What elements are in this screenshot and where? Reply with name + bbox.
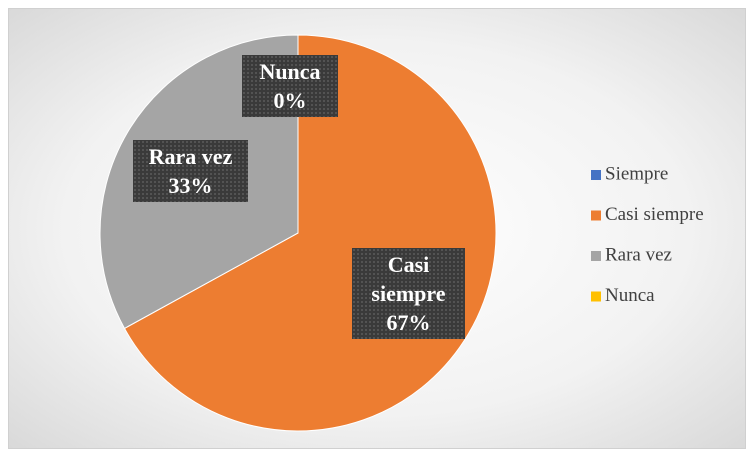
- data-label-category: Rara vez: [148, 144, 233, 169]
- legend-label: Siempre: [605, 163, 668, 184]
- data-label: Casi siempre 67%: [352, 248, 465, 339]
- data-label-percent: 0%: [273, 88, 307, 113]
- data-label-category: Nunca: [259, 59, 321, 84]
- legend-swatch: [591, 210, 601, 221]
- legend-label: Nunca: [605, 285, 655, 306]
- legend-swatch: [591, 251, 601, 261]
- data-label: Nunca 0%: [242, 55, 338, 117]
- legend-label: Rara vez: [605, 244, 672, 265]
- legend-swatch: [591, 170, 601, 180]
- data-label-category: Casi siempre: [371, 252, 446, 306]
- data-label-percent: 67%: [386, 310, 431, 335]
- legend-swatch: [591, 291, 601, 302]
- data-label-percent: 33%: [168, 173, 213, 198]
- legend-label: Casi siempre: [605, 204, 704, 225]
- data-label: Rara vez 33%: [133, 140, 248, 202]
